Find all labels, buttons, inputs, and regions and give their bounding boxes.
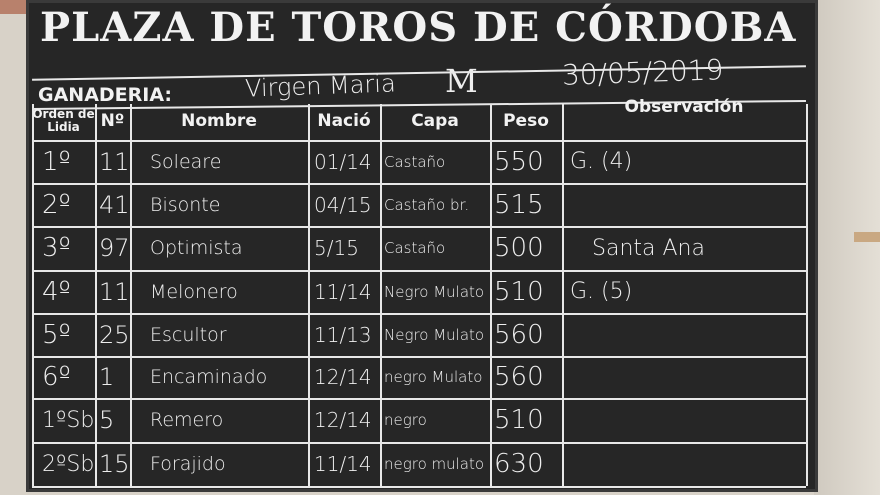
column-header: Nombre [181,111,257,131]
divider [806,104,808,486]
weight-cell: 510 [494,276,544,307]
ganaderia-brand-mark: M [445,62,478,100]
observation-cell: G. (4) [570,149,633,174]
divider [380,104,382,486]
divider [32,398,806,400]
order-cell: 4º [42,276,71,307]
name-cell: Remero [150,409,224,431]
weight-cell: 630 [494,449,544,479]
weight-cell: 550 [494,146,544,177]
observation-cell [562,356,806,398]
number-cell: 41 [99,190,130,219]
divider [32,313,806,315]
coat-cell: Castaño [384,152,446,171]
divider [32,486,806,488]
order-cell: 2º [42,189,71,220]
observation-cell [562,398,806,442]
divider [32,104,34,486]
name-cell: Forajido [150,453,226,475]
wall [814,0,880,495]
number-cell: 11 [99,277,130,306]
birth-cell: 12/14 [314,408,372,432]
number-cell: 25 [99,320,130,349]
order-cell: 5º [42,319,71,350]
weight-cell: 560 [494,319,544,350]
observation-cell [562,313,806,356]
divider [32,226,806,228]
order-cell: 6º [42,362,71,392]
coat-cell: negro Mulato [384,368,483,386]
coat-cell: Castaño [384,239,446,257]
birth-cell: 11/14 [314,279,372,304]
divider [562,104,564,486]
observation-cell [562,183,806,226]
weight-cell: 500 [494,233,544,263]
name-cell: Bisonte [150,193,221,216]
birth-cell: 04/15 [314,192,372,217]
chalkboard [26,0,818,492]
ganaderia-label: GANADERIA: [38,84,173,106]
divider [32,183,806,185]
coat-cell: negro [384,411,427,429]
coat-cell: Negro Mulato [384,282,485,301]
divider [130,104,132,486]
order-cell: 3º [42,233,71,263]
column-header: Orden de Lidia [32,107,95,134]
weight-cell: 560 [494,362,544,392]
birth-cell: 12/14 [314,365,372,389]
name-cell: Optimista [150,237,243,259]
observation-cell [562,442,806,486]
name-cell: Encaminado [150,366,268,388]
name-cell: Soleare [150,150,222,173]
name-cell: Melonero [150,280,238,303]
birth-cell: 11/13 [314,322,372,347]
board-title: PLAZA DE TOROS DE CÓRDOBA [40,4,797,51]
divider [308,104,310,486]
column-header: Capa [411,111,459,131]
shelf [854,232,880,242]
order-cell: 2ºSb [42,451,95,477]
name-cell: Escultor [150,323,227,346]
column-header: Peso [503,111,549,131]
number-cell: 5 [99,406,115,434]
divider [32,140,806,142]
birth-cell: 01/14 [314,149,372,174]
order-cell: 1º [42,146,71,177]
column-header: Nº [100,111,125,131]
observation-cell: G. (5) [570,279,633,304]
order-cell: 1ºSb [42,407,95,433]
birth-cell: 11/14 [314,452,372,476]
divider [490,104,492,486]
weight-cell: 510 [494,405,544,435]
divider [95,104,97,486]
divider [32,356,806,358]
date: 30/05/2019 [561,53,724,92]
number-cell: 97 [99,234,130,262]
number-cell: 1 [99,363,115,391]
number-cell: 11 [99,147,130,176]
column-header: Nació [317,111,371,131]
observation-cell: Santa Ana [592,235,705,261]
divider [32,270,806,272]
coat-cell: negro mulato [384,455,485,473]
coat-cell: Castaño br. [384,195,470,214]
coat-cell: Negro Mulato [384,325,485,344]
weight-cell: 515 [494,189,544,220]
birth-cell: 5/15 [314,236,359,260]
column-header: Observación [624,97,744,117]
number-cell: 15 [99,450,130,478]
divider [32,442,806,444]
